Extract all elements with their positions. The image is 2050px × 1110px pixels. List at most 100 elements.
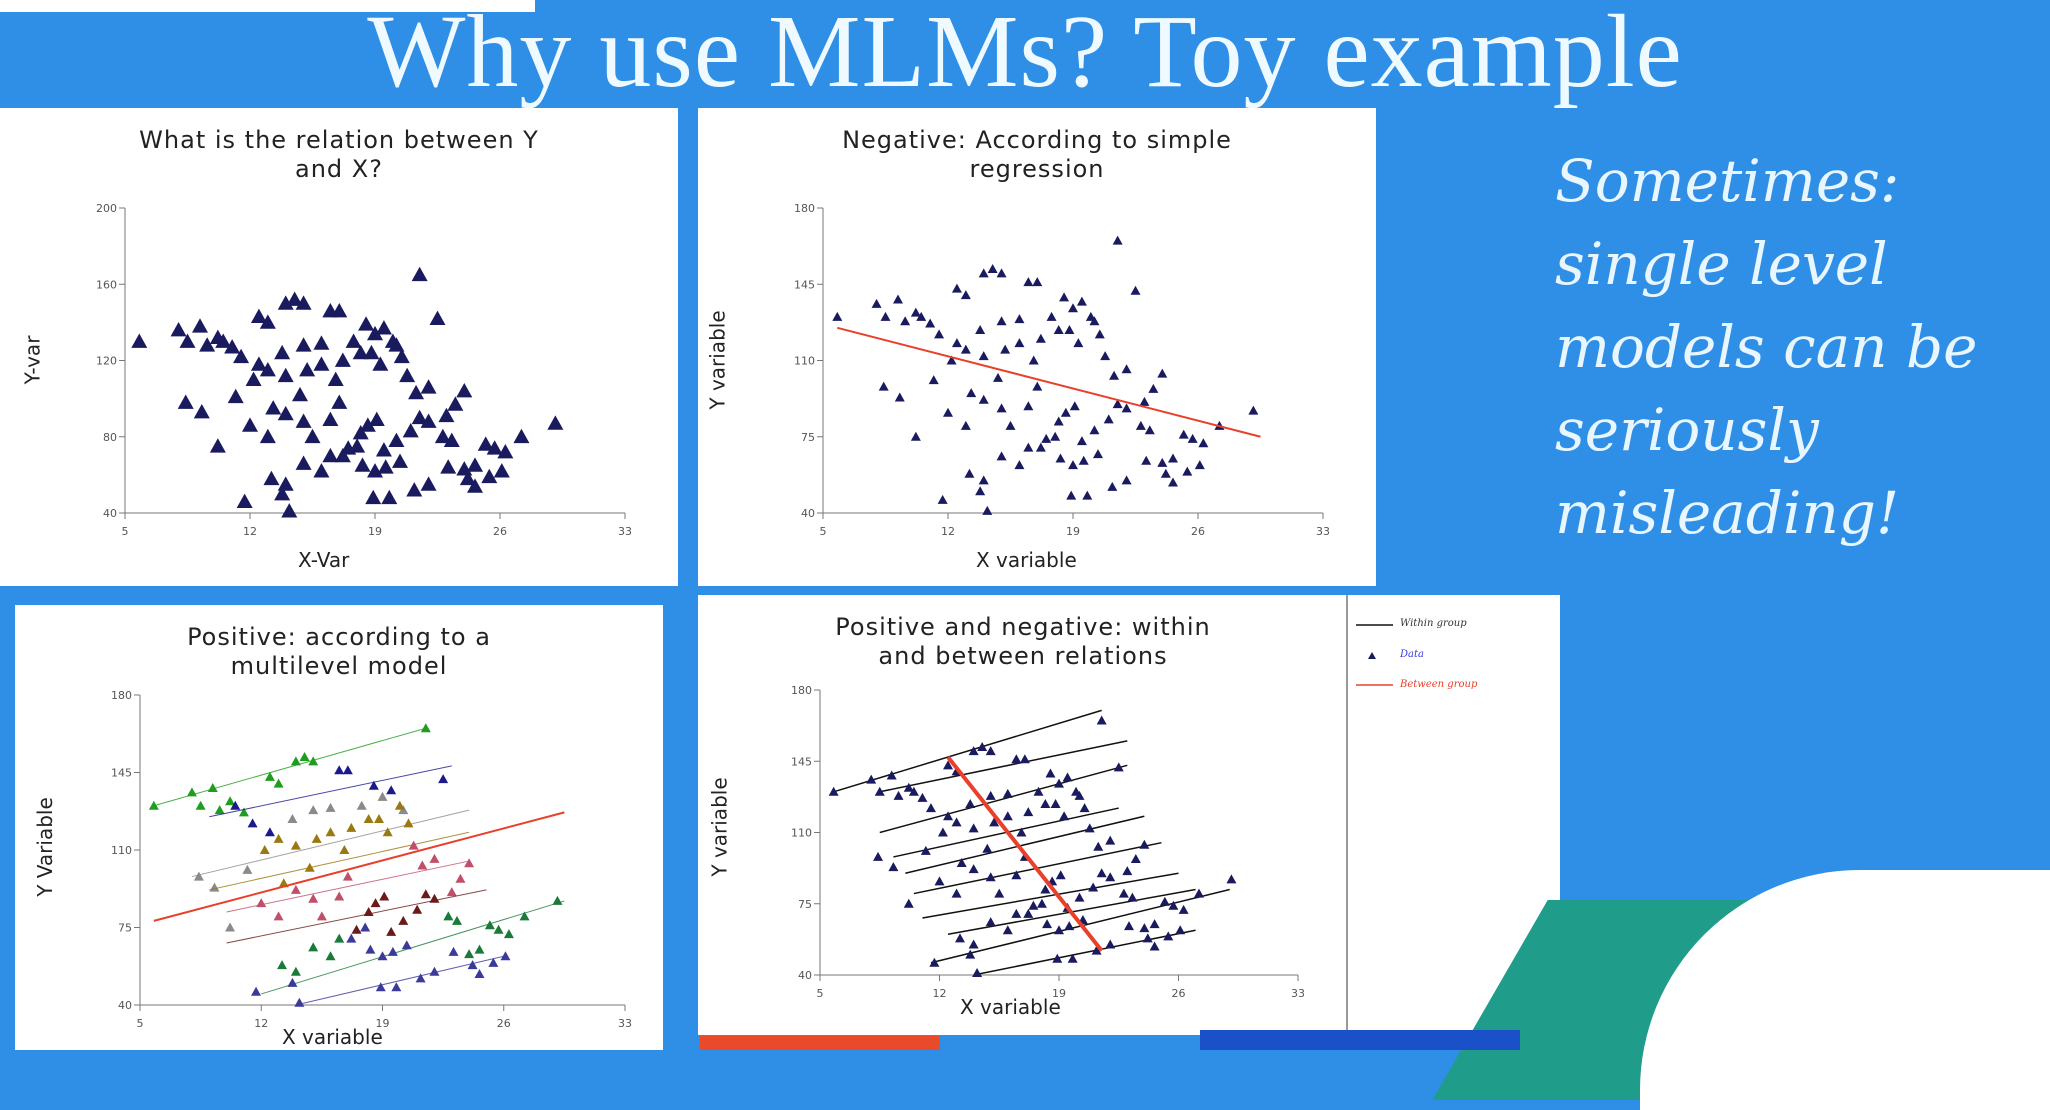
data-point xyxy=(311,833,322,843)
within-group-line xyxy=(833,709,1102,793)
data-point xyxy=(978,394,989,404)
data-point xyxy=(900,316,911,326)
y-tick-label: 145 xyxy=(794,278,815,291)
data-point xyxy=(440,459,457,474)
data-point xyxy=(192,318,208,333)
data-point xyxy=(1105,835,1116,845)
data-point xyxy=(334,352,351,367)
data-point xyxy=(488,957,499,967)
data-point xyxy=(1054,925,1064,935)
data-point xyxy=(408,384,425,400)
data-point xyxy=(972,967,983,977)
data-point xyxy=(179,333,196,348)
x-tick-label: 12 xyxy=(243,525,257,538)
x-tick-label: 19 xyxy=(1052,987,1066,1000)
data-point xyxy=(394,800,405,810)
scatter-plot-3: 5 12 19 26 33 40 75 110 145 180 xyxy=(111,689,632,1030)
data-point xyxy=(486,440,503,455)
group-line xyxy=(261,900,565,995)
data-point xyxy=(408,840,419,850)
data-point xyxy=(1014,338,1025,348)
data-point xyxy=(977,742,988,751)
data-point xyxy=(1067,953,1078,963)
data-point xyxy=(377,951,388,961)
data-point xyxy=(1178,904,1189,914)
data-point xyxy=(434,428,451,444)
y-tick-label: 145 xyxy=(791,755,812,768)
group-line xyxy=(153,727,426,807)
data-point xyxy=(277,476,294,491)
data-point xyxy=(1107,481,1118,491)
data-point xyxy=(295,295,312,310)
data-point xyxy=(1023,807,1034,817)
data-point xyxy=(1178,429,1189,439)
data-point xyxy=(448,946,459,956)
data-point xyxy=(928,375,939,385)
blue-decoration xyxy=(1200,1030,1520,1050)
data-point xyxy=(1035,333,1046,343)
data-point xyxy=(916,311,927,321)
data-point xyxy=(277,295,294,310)
data-point xyxy=(467,478,483,493)
y-tick-label: 75 xyxy=(118,922,132,935)
data-point xyxy=(352,344,369,360)
data-point xyxy=(349,438,366,453)
side-callout-text: Sometimes: single level models can be se… xyxy=(1555,140,2045,555)
chart-title-line: multilevel model xyxy=(230,652,448,680)
data-point xyxy=(1068,303,1078,313)
data-point xyxy=(438,774,449,784)
data-point xyxy=(1149,941,1160,951)
group-line xyxy=(226,889,487,944)
data-point xyxy=(1066,490,1077,500)
data-point xyxy=(342,871,353,881)
data-point xyxy=(996,451,1007,461)
data-point xyxy=(987,264,998,273)
data-point xyxy=(910,431,921,441)
data-point xyxy=(368,411,385,426)
data-point xyxy=(1069,401,1080,411)
x-axis-label: X variable xyxy=(282,1025,383,1049)
within-group-line xyxy=(973,929,1196,976)
data-point xyxy=(993,372,1003,382)
data-point xyxy=(1130,853,1141,863)
data-point xyxy=(1105,872,1116,882)
group-line xyxy=(226,860,470,913)
data-point xyxy=(346,822,357,832)
data-point xyxy=(199,337,216,352)
data-point xyxy=(910,307,921,317)
data-point xyxy=(903,898,914,908)
data-point xyxy=(382,827,393,837)
scatter-plot-2: 5 12 19 26 33 40 75 110 145 180 xyxy=(794,202,1330,538)
data-point xyxy=(1028,900,1039,910)
chart-panel-3: Positive: according to a multilevel mode… xyxy=(15,605,663,1050)
data-point xyxy=(429,310,446,325)
data-point xyxy=(356,800,367,810)
data-point xyxy=(446,887,457,897)
data-point xyxy=(934,876,945,886)
x-tick-label: 26 xyxy=(1172,987,1186,1000)
data-point xyxy=(264,827,275,837)
red-decoration xyxy=(700,1036,940,1050)
within-group-line xyxy=(922,872,1179,919)
chart-title: What is the relation between Y and X? xyxy=(0,126,678,184)
y-tick-label: 145 xyxy=(111,767,132,780)
data-point xyxy=(500,951,511,961)
data-point xyxy=(960,290,971,300)
data-point xyxy=(308,805,319,815)
data-point xyxy=(874,786,885,796)
data-point xyxy=(245,371,262,386)
data-point xyxy=(873,851,884,861)
data-point xyxy=(982,843,993,853)
data-point xyxy=(295,413,312,428)
data-point xyxy=(224,339,241,354)
side-text-line: models can be xyxy=(1555,313,1978,381)
top-white-bar xyxy=(0,0,535,12)
data-point xyxy=(352,424,369,440)
data-point xyxy=(420,889,431,899)
data-point xyxy=(401,940,412,950)
data-point xyxy=(368,780,379,790)
data-point xyxy=(264,771,275,781)
data-point xyxy=(365,944,376,954)
data-point xyxy=(1000,344,1011,354)
data-point xyxy=(946,355,957,365)
